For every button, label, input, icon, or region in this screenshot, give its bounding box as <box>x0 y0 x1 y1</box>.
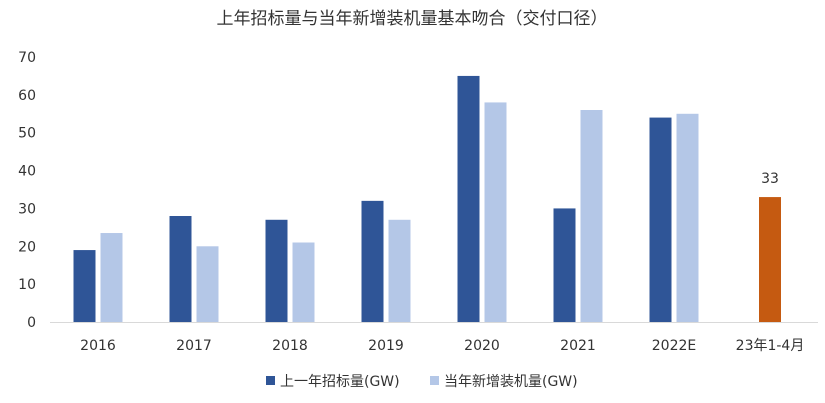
legend-label: 当年新增装机量(GW) <box>444 374 578 390</box>
bar-上一年招标量(GW)-2021 <box>553 208 576 322</box>
legend-swatch <box>430 376 439 385</box>
bar-当年新增装机量(GW)-2022E <box>676 113 699 323</box>
legend: 上一年招标量(GW) 当年新增装机量(GW) <box>266 374 578 390</box>
bar-当年新增装机量(GW)-2021 <box>580 110 603 322</box>
bar-上一年招标量(GW)-2020 <box>457 75 480 322</box>
data-labels: 33 <box>761 171 779 187</box>
x-category-label: 2018 <box>272 338 308 354</box>
x-axis-categories: 2016 2017 2018 2019 2020 2021 2022E 23年1-4月 <box>80 338 804 354</box>
bar-上一年招标量(GW)-2019 <box>361 200 384 322</box>
chart-title: 上年招标量与当年新增装机量基本吻合（交付口径） <box>217 9 608 29</box>
bar-当年新增装机量(GW)-2020 <box>484 102 507 322</box>
y-tick-label: 20 <box>18 239 36 255</box>
bars <box>73 75 781 323</box>
y-tick-label: 40 <box>18 164 36 180</box>
bar-当年新增装机量(GW)-2018 <box>292 242 315 322</box>
bar-上一年招标量(GW)-2017 <box>169 216 192 322</box>
x-category-label: 2021 <box>560 338 596 354</box>
x-category-label: 2016 <box>80 338 116 354</box>
y-tick-label: 60 <box>18 88 36 104</box>
y-axis-ticks: 0 10 20 30 40 50 60 70 <box>18 50 36 331</box>
legend-swatch <box>266 376 275 385</box>
bar-当年新增装机量(GW)-2019 <box>388 219 411 322</box>
x-category-label: 2017 <box>176 338 212 354</box>
y-tick-label: 0 <box>27 315 36 331</box>
y-tick-label: 50 <box>18 126 36 142</box>
y-tick-label: 10 <box>18 277 36 293</box>
bar-上一年招标量(GW)-2018 <box>265 219 288 322</box>
y-tick-label: 30 <box>18 201 36 217</box>
y-tick-label: 70 <box>18 50 36 66</box>
legend-label: 上一年招标量(GW) <box>280 374 400 390</box>
x-category-label: 2019 <box>368 338 404 354</box>
bar-上一年招标量(GW)-2016 <box>73 250 96 322</box>
x-category-label: 23年1-4月 <box>736 338 805 354</box>
bar-当年新增装机量(GW)-2016 <box>100 233 123 322</box>
x-category-label: 2020 <box>464 338 500 354</box>
bar-上一年招标量(GW)-2022E <box>649 117 672 322</box>
bar-当年新增装机量(GW)-2017 <box>196 246 219 322</box>
bar-上一年招标量(GW)-23年1-4月 <box>759 197 781 322</box>
x-category-label: 2022E <box>652 338 696 354</box>
data-label: 33 <box>761 171 779 187</box>
